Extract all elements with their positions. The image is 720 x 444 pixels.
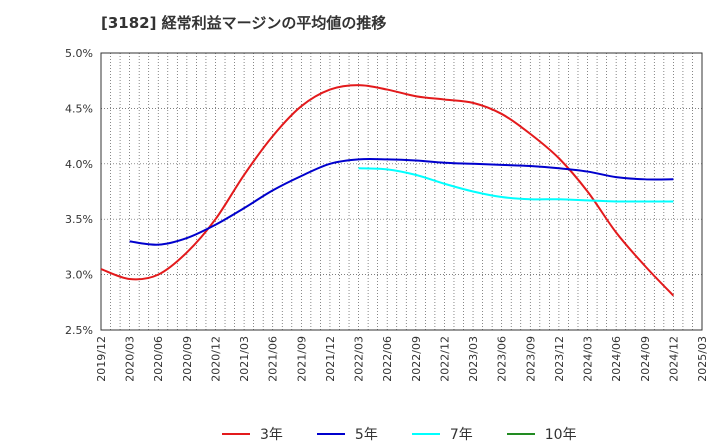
legend-swatch [411,433,440,435]
x-tick-label: 2025/03 [696,336,709,382]
x-tick-label: 2023/09 [524,336,537,382]
x-tick-label: 2020/09 [181,336,194,382]
x-tick-label: 2021/09 [295,336,308,382]
x-tick-label: 2021/03 [238,336,251,382]
legend-item: 3年 [222,424,283,444]
x-tick-label: 2021/12 [324,336,337,382]
y-tick-label: 5.0% [65,47,93,60]
legend-swatch [316,433,345,435]
x-tick-label: 2024/03 [582,336,595,382]
series-layer [100,84,675,297]
y-tick-layer: 2.5% 3.0% 3.5% 4.0% 4.5% 5.0% [65,47,93,337]
legend-swatch [506,433,535,435]
legend-swatch [222,433,250,435]
x-tick-label: 2023/12 [553,336,566,382]
legend-label: 10年 [544,427,577,443]
plot-frame [100,52,703,331]
x-tick-label: 2019/12 [95,336,108,382]
legend-row: 3年 5年 7年 10年 [222,424,611,444]
grid-layer [101,52,702,331]
x-tick-label: 2020/12 [209,336,222,382]
y-tick-label: 4.5% [65,102,93,115]
legend-item: 10年 [506,424,577,444]
y-tick-label: 2.5% [65,324,93,337]
x-tick-label: 2022/12 [438,336,451,382]
series-line-3年 [100,84,675,297]
legend-label: 5年 [354,427,378,443]
x-tick-label: 2022/03 [353,336,366,382]
y-tick-label: 3.5% [65,213,93,226]
y-tick-label: 3.0% [65,269,93,282]
legend-item: 5年 [316,424,378,444]
x-tick-layer: 2019/12 2020/03 2020/06 2020/09 2020/12 2021/… [95,336,709,382]
x-tick-label: 2024/09 [639,336,652,382]
x-tick-label: 2021/06 [267,336,280,382]
x-tick-label: 2020/03 [124,336,137,382]
x-tick-label: 2024/12 [667,336,680,382]
chart-title: [3182] 経常利益マージンの平均値の推移 [101,14,387,32]
x-tick-label: 2024/06 [610,336,623,382]
x-tick-label: 2023/03 [467,336,480,382]
x-tick-label: 2022/06 [381,336,394,382]
x-tick-label: 2022/09 [410,336,423,382]
legend-label: 3年 [260,427,283,443]
y-tick-label: 4.0% [65,158,93,171]
series-line-5年 [129,157,674,246]
series-line-7年 [358,167,674,203]
legend-label: 7年 [449,427,473,443]
x-tick-label: 2020/06 [152,336,165,382]
x-tick-label: 2023/06 [496,336,509,382]
legend-item: 7年 [411,424,473,444]
